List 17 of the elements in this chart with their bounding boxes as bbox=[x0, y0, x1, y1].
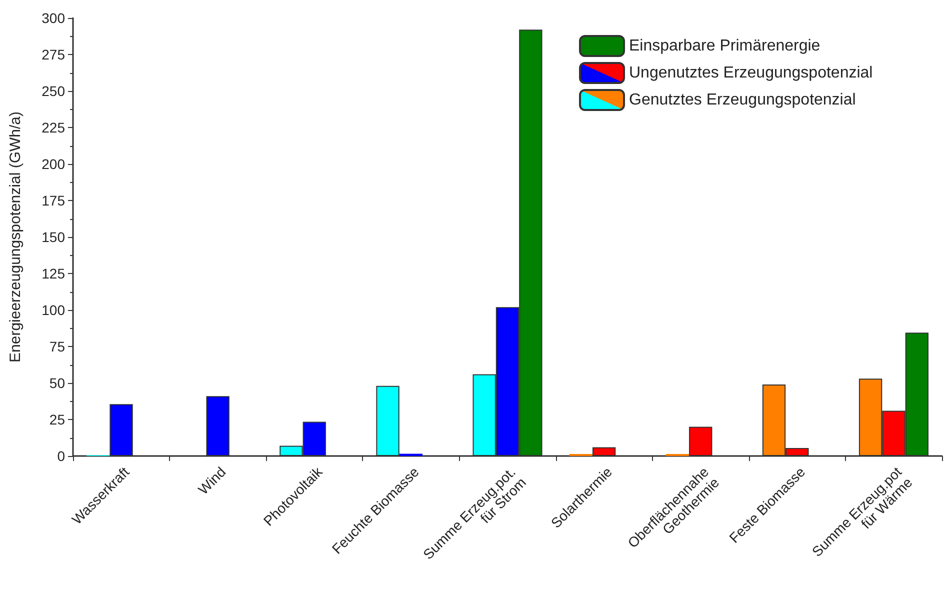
y-tick-label: 100 bbox=[42, 302, 66, 318]
legend-label: Ungenutztes Erzeugungspotenzial bbox=[629, 64, 873, 82]
y-tick-label: 300 bbox=[42, 10, 66, 26]
y-tick-label: 25 bbox=[49, 412, 66, 428]
y-tick-label: 150 bbox=[42, 229, 66, 245]
y-tick-label: 125 bbox=[42, 266, 66, 282]
y-axis-title: Energieerzeugungspotenzial (GWh/a) bbox=[7, 112, 24, 362]
y-tick-label: 200 bbox=[42, 156, 66, 172]
legend-label: Genutztes Erzeugungspotenzial bbox=[629, 92, 856, 108]
legend-label: Einsparbare Primärenergie bbox=[629, 38, 820, 54]
y-tick-label: 250 bbox=[42, 83, 66, 99]
y-tick-label: 50 bbox=[49, 375, 66, 391]
y-tick-label: 225 bbox=[42, 120, 66, 136]
y-tick-label: 75 bbox=[49, 338, 66, 354]
y-tick-label: 275 bbox=[42, 46, 66, 62]
y-tick-label: 0 bbox=[57, 448, 66, 464]
y-tick-label: 175 bbox=[42, 192, 66, 208]
